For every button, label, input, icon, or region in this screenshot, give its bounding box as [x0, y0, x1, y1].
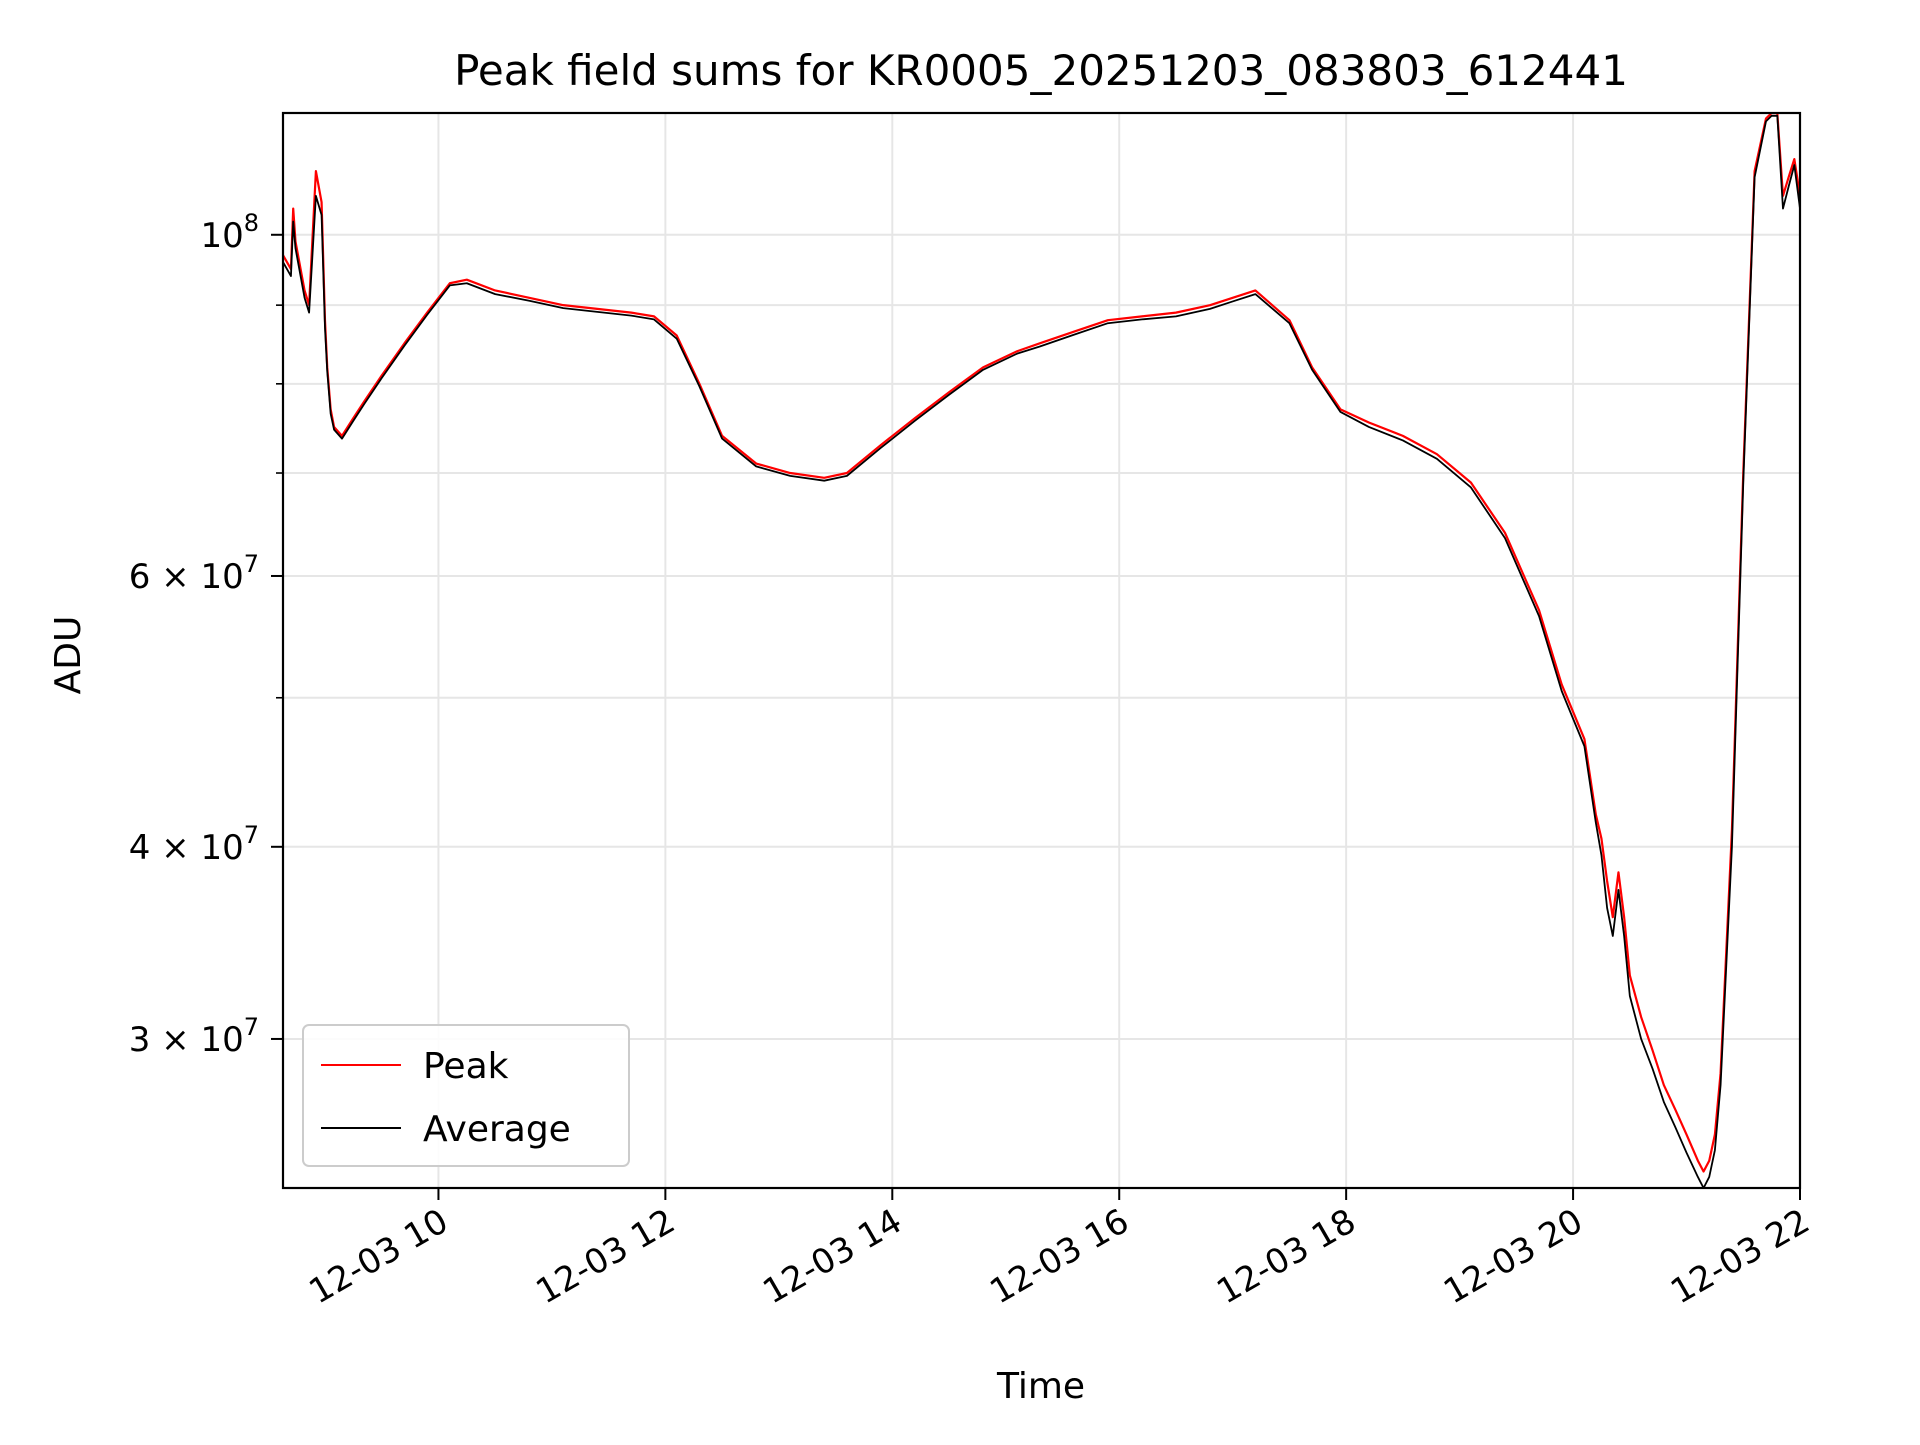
- series-line-average: [283, 114, 1800, 1188]
- y-tick-label: 4 × 107: [129, 821, 259, 868]
- legend-box: [302, 1024, 630, 1167]
- legend-label-average: Average: [423, 1109, 571, 1150]
- y-tick-label: 6 × 107: [129, 550, 259, 597]
- legend: Peak Average: [302, 1024, 630, 1167]
- plot-series: [283, 113, 1800, 1188]
- x-axis-label: Time: [996, 1366, 1085, 1407]
- y-axis-label: ADU: [48, 616, 89, 695]
- plot-axes: [271, 111, 1802, 1200]
- y-tick-label: 108: [200, 209, 259, 256]
- plot-frame: [281, 111, 1802, 1190]
- chart-title: Peak field sums for KR0005_20251203_0838…: [454, 46, 1628, 95]
- grid-lines: [283, 113, 1801, 1188]
- series-line-peak: [283, 113, 1800, 1173]
- y-tick-labels: 3 × 107 4 × 107 6 × 107 108: [129, 209, 259, 1060]
- legend-label-peak: Peak: [423, 1046, 509, 1087]
- y-tick-label: 3 × 107: [129, 1013, 259, 1060]
